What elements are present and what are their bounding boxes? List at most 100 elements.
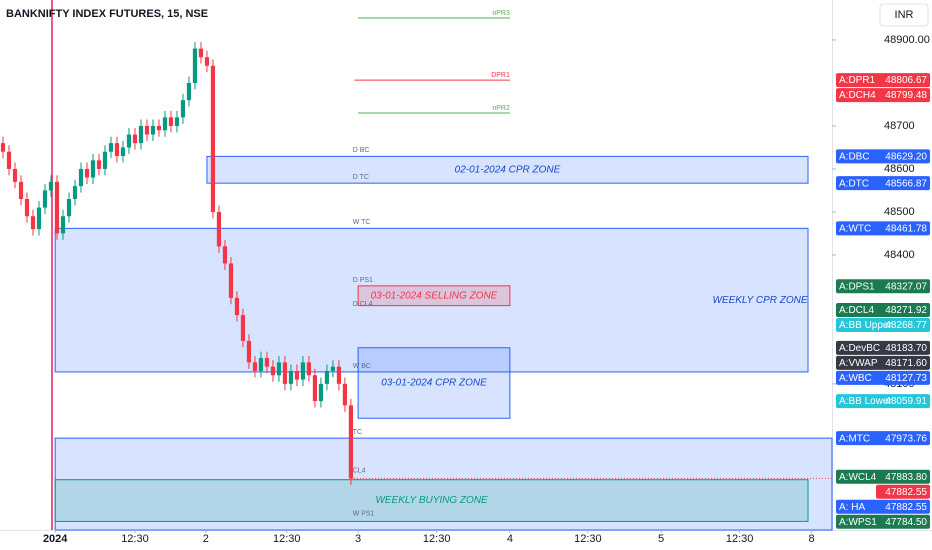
price-label-name: A:WPS1 xyxy=(839,517,877,528)
candle-body xyxy=(336,366,342,384)
level-label: D BC xyxy=(353,147,370,154)
price-label-value: 48127.73 xyxy=(885,373,927,384)
candle-body xyxy=(156,125,162,131)
price-label-box xyxy=(836,88,930,103)
candle-body xyxy=(240,315,246,341)
currency[interactable]: INR xyxy=(895,9,914,21)
price-label-box xyxy=(836,355,930,370)
price-label-box xyxy=(836,394,930,409)
price-label-name: A:DCH4 xyxy=(839,90,876,101)
y-tick-label: 48700 xyxy=(884,120,915,132)
price-label-box xyxy=(836,302,930,317)
x-tick-label: 12:30 xyxy=(121,533,149,545)
price-label-name: A: HA xyxy=(839,502,865,513)
x-tick-label: 4 xyxy=(507,533,513,545)
candle-body xyxy=(300,362,306,380)
candle-body xyxy=(162,117,168,131)
x-tick-label: 12:30 xyxy=(273,533,301,545)
price-label-name: A:DPR1 xyxy=(839,75,876,86)
candle-body xyxy=(54,181,60,234)
candle-body xyxy=(198,48,204,58)
candle-body xyxy=(78,168,84,187)
price-label-value: 48183.70 xyxy=(885,343,927,354)
price-label-value: 48171.60 xyxy=(885,358,927,369)
candle-body xyxy=(330,366,336,371)
candle-body xyxy=(42,190,48,208)
price-label-value: 48059.91 xyxy=(885,396,927,407)
y-tick-label: 48600 xyxy=(884,163,915,175)
price-label-name: A:MTC xyxy=(839,433,870,444)
candle-body xyxy=(312,375,318,402)
candle-body xyxy=(48,181,54,191)
zone-label: WEEKLY BUYING ZONE xyxy=(375,495,488,506)
zone xyxy=(54,437,833,531)
candle-body xyxy=(0,143,6,152)
level-label: TC xyxy=(353,429,362,436)
price-label-name: A:BB Upper xyxy=(839,320,892,331)
candle-body xyxy=(36,207,42,230)
candle-body xyxy=(60,216,66,234)
price-label-name: A:VWAP xyxy=(839,358,878,369)
candle-body xyxy=(228,263,234,298)
candle-body xyxy=(24,199,30,217)
candle-body xyxy=(264,358,270,367)
candle-body xyxy=(126,134,132,148)
candle-body xyxy=(306,362,312,376)
candle-body xyxy=(108,143,114,152)
price-label-box xyxy=(836,149,930,164)
candle-body xyxy=(132,134,138,144)
price-label-box xyxy=(836,370,930,385)
x-tick-label: 12:30 xyxy=(574,533,602,545)
price-label-box xyxy=(836,514,930,529)
zone xyxy=(357,347,511,419)
currency-box[interactable] xyxy=(879,3,929,27)
candle-body xyxy=(120,147,126,157)
candle-body xyxy=(138,125,144,144)
level-label: W PS1 xyxy=(353,510,375,517)
y-tick-label: 48900.00 xyxy=(884,34,930,46)
price-label-value: 48268.77 xyxy=(885,320,927,331)
price-label-value: 47883.80 xyxy=(885,472,927,483)
candle-body xyxy=(192,48,198,83)
price-label-box xyxy=(836,73,930,88)
candle-body xyxy=(186,82,192,101)
zone-label: WEEKLY CPR ZONE xyxy=(712,295,807,306)
plot: 02-01-2024 CPR ZONE WEEKLY CPR ZONE 03-01-… xyxy=(0,10,930,545)
price-label-value: 48271.92 xyxy=(885,305,927,316)
price-label-name: A:DCL4 xyxy=(839,305,874,316)
level-label: D TC xyxy=(353,174,369,181)
level-label: W BC xyxy=(353,363,371,370)
price-label-name: A:WTC xyxy=(839,223,871,234)
candle-body xyxy=(72,186,78,200)
candle-body xyxy=(144,125,150,135)
price-label-name: A:DTC xyxy=(839,178,869,189)
candle-body xyxy=(90,160,96,178)
candle-body xyxy=(66,199,72,217)
level-line-label: nPR2 xyxy=(492,105,510,112)
candle-body xyxy=(282,362,288,384)
candle-body xyxy=(270,366,276,376)
price-label-value: 48629.20 xyxy=(885,152,927,163)
price-label-box xyxy=(836,499,930,514)
chart-title: BANKNIFTY INDEX FUTURES, 15, NSE xyxy=(6,8,208,20)
candle-body xyxy=(324,370,330,384)
level-label: D CL4 xyxy=(353,301,373,308)
candle-body xyxy=(294,370,300,380)
level-label: D PS1 xyxy=(353,277,373,284)
price-label-box xyxy=(836,221,930,236)
candle-body xyxy=(150,125,156,135)
level-label: CL4 xyxy=(353,468,366,475)
price-label-name: A:WBC xyxy=(839,373,872,384)
candle-body xyxy=(168,117,174,126)
zone xyxy=(357,285,511,307)
price-label-value: 47882.55 xyxy=(885,502,927,513)
zone xyxy=(54,479,809,522)
y-tick-label: 48400 xyxy=(884,249,915,261)
candle-body xyxy=(114,143,120,157)
candle-body xyxy=(288,370,294,384)
zone-label: 03-01-2024 CPR ZONE xyxy=(381,378,487,389)
x-tick-label: 2024 xyxy=(43,533,68,545)
candle-body xyxy=(252,362,258,371)
